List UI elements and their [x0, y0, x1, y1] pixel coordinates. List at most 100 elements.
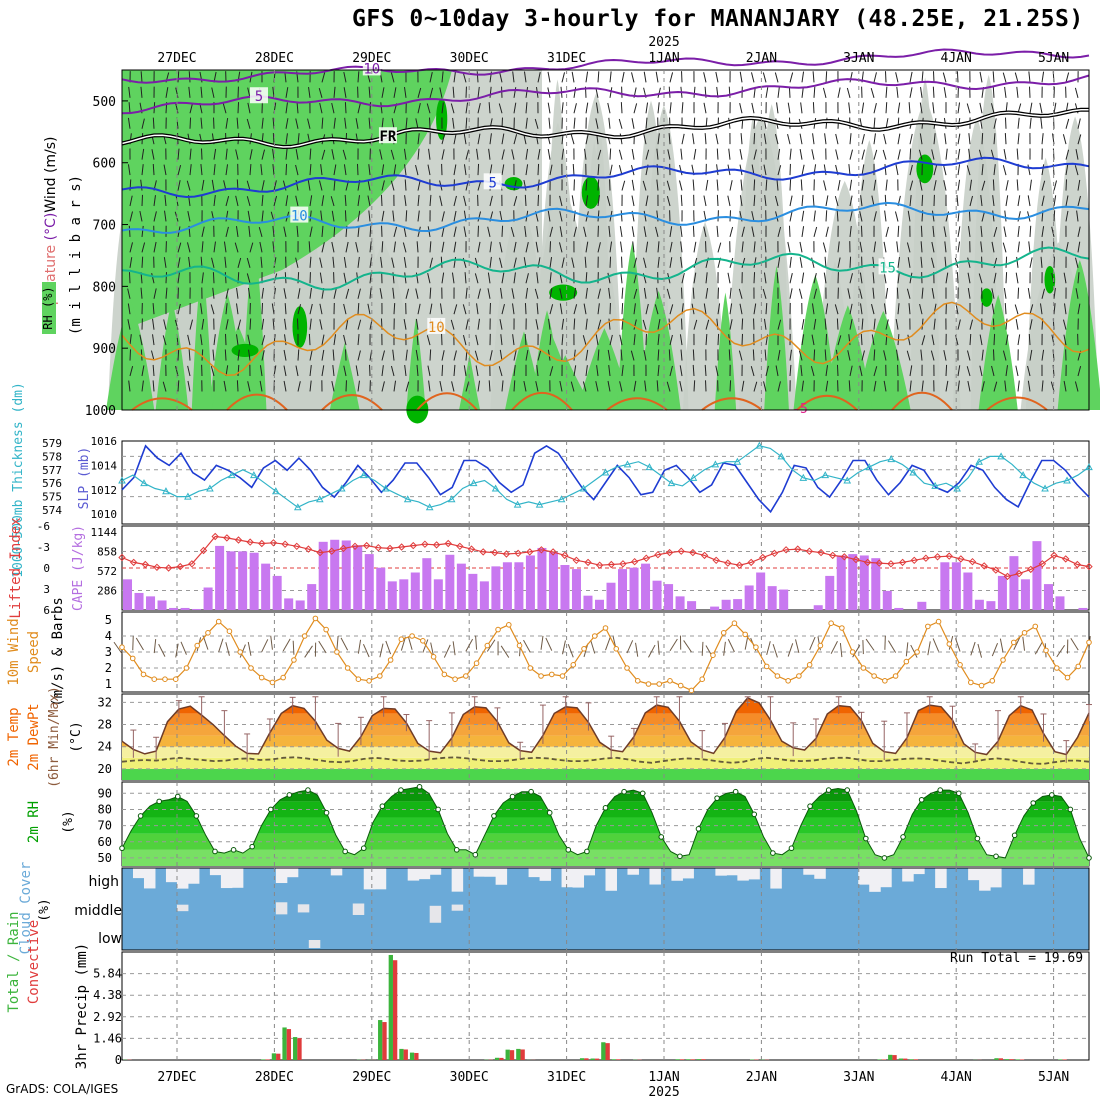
wind-barb: [656, 287, 659, 299]
wind-barb: [789, 256, 792, 268]
wind-barb: [945, 380, 949, 392]
wind-barb: [453, 210, 457, 222]
wind-barb: [547, 102, 551, 114]
li-marker: [700, 551, 709, 560]
wind-barb: [362, 643, 370, 658]
wind-barb: [212, 287, 215, 299]
wind-barb: [981, 211, 986, 222]
wind-barb: [343, 303, 347, 315]
wind-barb: [776, 179, 779, 191]
wind-barb: [683, 640, 692, 653]
wind-marker: [215, 618, 222, 625]
wind-barb: [885, 319, 889, 330]
contour-label: 10: [291, 209, 308, 225]
upper-air-panel: 105FR5101510-55006007008009001000Tempera…: [41, 48, 1100, 424]
wind-barb: [404, 179, 407, 191]
rh-marker: [770, 850, 776, 856]
li-marker: [840, 553, 849, 561]
wind-barb: [443, 644, 451, 658]
cape-bar: [376, 567, 386, 610]
wind-barb: [319, 102, 323, 114]
thickness-marker: [601, 468, 610, 476]
wind-barb: [1002, 242, 1007, 253]
cape-bar: [318, 541, 328, 610]
wind-barb: [308, 86, 311, 98]
wind-barb: [1015, 272, 1019, 284]
wind-barb: [1013, 636, 1021, 650]
temp-ylabel-b: 2m DewPt: [26, 703, 42, 770]
wind-barb: [561, 334, 564, 346]
wind-barb: [248, 349, 251, 361]
wind-barb: [489, 350, 493, 361]
wind-barb: [846, 87, 851, 98]
wind-barb: [1029, 349, 1033, 361]
wind-barb: [1053, 102, 1057, 114]
isotherm: [121, 201, 1090, 234]
wind-barb: [945, 148, 948, 160]
wind-barb: [525, 164, 529, 176]
wind-barb: [1065, 241, 1069, 253]
wind-barb: [585, 71, 589, 83]
wind-barb: [883, 241, 887, 253]
wind-barb: [187, 242, 191, 253]
wind-barb: [343, 257, 347, 268]
wind-barb: [453, 195, 457, 207]
wind-barb: [727, 639, 735, 653]
wind-barb: [729, 287, 732, 299]
wind-barb: [129, 195, 133, 207]
precip-tick: 5.84: [93, 967, 122, 981]
wind-barb: [633, 273, 638, 284]
wind-barb: [549, 366, 554, 377]
wind-barb: [141, 256, 144, 268]
wind-barb: [585, 195, 589, 207]
isotherm-warm: [701, 397, 763, 411]
wind-barb: [789, 288, 793, 299]
wind-barb: [308, 241, 311, 253]
wind-barb: [1005, 180, 1009, 191]
wind-barb: [487, 226, 491, 238]
wind-barb: [765, 179, 768, 191]
cape-bar: [134, 592, 144, 610]
wind-barb: [607, 349, 611, 361]
wind-marker: [516, 642, 523, 649]
rh-marker: [751, 811, 758, 818]
wind-barb: [693, 86, 696, 98]
wind-marker: [677, 682, 684, 689]
wind-barb: [945, 272, 949, 284]
precip-conv-bar: [903, 1058, 908, 1060]
wind-barb: [402, 242, 407, 253]
wind-barb: [762, 288, 767, 299]
cloud-high-gap: [583, 868, 596, 876]
wind-barb: [680, 256, 683, 268]
wind-barb: [235, 334, 239, 346]
wind-barb: [597, 303, 600, 315]
wind-barb: [427, 164, 431, 176]
wind-barb: [777, 165, 782, 176]
wind-barb: [633, 303, 636, 315]
wind-barb: [655, 71, 659, 83]
wind-barb: [237, 364, 240, 377]
wind-marker: [409, 633, 415, 639]
wind-barb: [896, 86, 899, 98]
wind-barb: [1017, 225, 1020, 237]
wind-barb: [177, 180, 181, 191]
rh-marker: [1086, 855, 1092, 861]
wind-barb: [475, 635, 478, 650]
wind-barb: [703, 102, 707, 114]
wind-barb: [897, 256, 900, 268]
wind-barb: [357, 195, 361, 207]
wind-barb: [234, 242, 239, 253]
wind-barb: [666, 180, 671, 191]
bottom-date-label: 31DEC: [547, 1070, 586, 1085]
wind-barb: [1005, 256, 1008, 268]
wind-barb: [777, 319, 782, 330]
wind-barb: [163, 257, 167, 268]
precip-total-bar: [601, 1042, 606, 1060]
wind-barb: [224, 333, 227, 346]
wind-barb: [513, 196, 518, 207]
precip-conv-bar: [382, 1022, 387, 1060]
wind-barb: [141, 194, 143, 207]
precip-total-bar: [909, 1059, 914, 1060]
wind-barb: [835, 149, 839, 160]
wind-barb: [921, 335, 926, 346]
